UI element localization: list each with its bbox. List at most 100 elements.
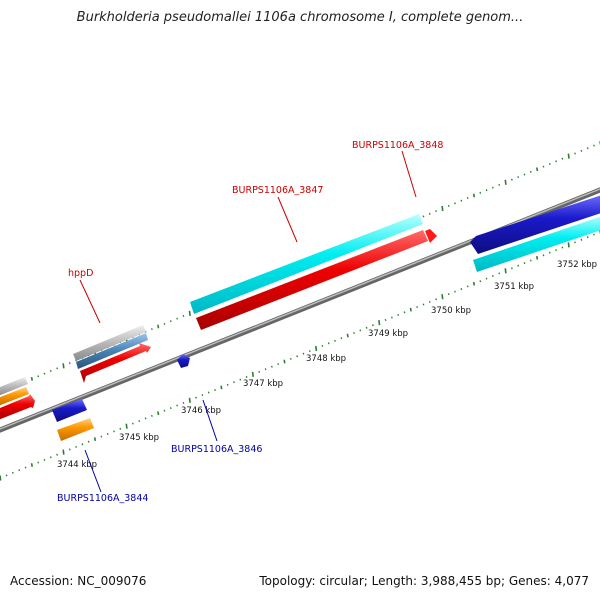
cds-red-left[interactable] [0, 394, 35, 420]
tick-mark [30, 463, 33, 467]
reverse-strand-features [52, 194, 600, 441]
cds-red-3848[interactable] [425, 229, 437, 243]
gene-label-3848[interactable]: BURPS1106A_3848 [352, 140, 443, 151]
cds-blue-3846[interactable] [177, 354, 190, 368]
cds-cyan-right[interactable] [473, 215, 600, 272]
tick-mark [75, 445, 78, 448]
tick-mark [586, 236, 589, 239]
tick-mark [447, 204, 450, 207]
tick-mark [157, 324, 160, 329]
gene-label-3844[interactable]: BURPS1106A_3844 [57, 493, 148, 504]
tick-mark [62, 363, 65, 369]
tick-mark [397, 313, 400, 316]
cds-orange-left[interactable] [0, 387, 29, 406]
kbp-labels: 3744 kbp 3745 kbp 3746 kbp 3747 kbp 3748… [57, 260, 597, 470]
tick-mark [529, 259, 532, 262]
genome-summary-text: Topology: circular; Length: 3,988,455 bp… [259, 574, 589, 588]
tick-mark [258, 370, 261, 373]
tick-mark [233, 381, 235, 384]
tick-mark [93, 437, 97, 442]
tick-mark [220, 385, 223, 390]
tick-mark [43, 372, 46, 375]
tick-mark [113, 430, 115, 433]
tick-mark [62, 449, 65, 455]
tick-mark [251, 371, 254, 377]
tick-mark [586, 147, 589, 150]
tick-mark [68, 362, 71, 365]
cds-red-3847[interactable] [196, 230, 428, 330]
tick-mark [5, 474, 8, 477]
tick-mark [523, 262, 526, 265]
tick-mark [529, 170, 532, 173]
tick-mark [371, 324, 374, 327]
cds-grey-hppd[interactable] [73, 325, 146, 361]
tick-mark [593, 144, 595, 147]
tick-mark [157, 411, 160, 416]
tick-mark [580, 149, 583, 152]
cds-orange-3844[interactable] [57, 418, 94, 441]
cds-blue-right[interactable] [470, 194, 600, 254]
tick-mark [472, 193, 476, 198]
tick-mark [536, 255, 539, 260]
kbp-label-3749: 3749 kbp [368, 329, 408, 339]
tick-mark [150, 328, 153, 331]
tick-mark [49, 456, 52, 459]
tick-mark [422, 215, 425, 218]
tick-mark [195, 396, 198, 399]
tick-mark [176, 317, 179, 320]
tick-mark [472, 281, 476, 286]
tick-mark [435, 210, 438, 213]
cds-red-hppd[interactable] [80, 343, 151, 383]
tick-mark [43, 458, 46, 461]
tick-mark [169, 407, 172, 410]
tick-mark [207, 391, 210, 394]
tick-mark [548, 162, 551, 166]
tick-mark [125, 423, 128, 429]
tick-mark [188, 397, 191, 403]
tick-mark [485, 277, 488, 280]
tick-mark [447, 293, 450, 296]
forward-strand-features [0, 214, 437, 420]
tick-mark [30, 376, 33, 381]
tick-mark [176, 404, 179, 407]
cds-blue-3844[interactable] [52, 399, 87, 422]
tick-mark [491, 274, 494, 278]
gene-label-3847[interactable]: BURPS1106A_3847 [232, 185, 323, 196]
tick-mark [0, 475, 2, 481]
tick-mark [561, 246, 564, 249]
gene-labels: hppD BURPS1106A_3847 BURPS1106A_3848 BUR… [57, 140, 443, 504]
tick-mark [479, 280, 482, 283]
cds-steel-hppd[interactable] [76, 333, 148, 369]
tick-mark [144, 417, 147, 420]
tick-mark [201, 394, 204, 397]
tick-mark [24, 466, 27, 469]
tick-mark [315, 345, 318, 352]
tick-mark [245, 375, 248, 379]
tick-mark [163, 322, 166, 325]
tick-mark [409, 307, 412, 312]
tick-mark [138, 419, 141, 423]
accession-text: Accession: NC_009076 [10, 574, 147, 588]
tick-mark [510, 267, 513, 270]
gene-label-hppd[interactable]: hppD [68, 268, 93, 279]
tick-mark [340, 337, 343, 340]
tick-mark [359, 329, 362, 332]
tick-mark [454, 202, 456, 205]
tick-mark [11, 471, 14, 474]
tick-mark [188, 310, 191, 316]
cds-grey-left[interactable] [0, 377, 28, 396]
tick-mark [182, 401, 185, 404]
kbp-label-3751: 3751 kbp [494, 282, 534, 292]
tick-mark [327, 342, 330, 345]
tick-mark [18, 469, 21, 472]
cds-cyan-3847[interactable] [190, 214, 423, 314]
tick-mark [523, 173, 526, 176]
tick-mark [56, 453, 59, 456]
tick-mark [182, 314, 185, 318]
tick-mark [308, 350, 311, 353]
tick-mark [37, 375, 40, 378]
gene-label-3846[interactable]: BURPS1106A_3846 [171, 444, 262, 455]
tick-mark [504, 268, 507, 274]
tick-mark [435, 298, 438, 301]
